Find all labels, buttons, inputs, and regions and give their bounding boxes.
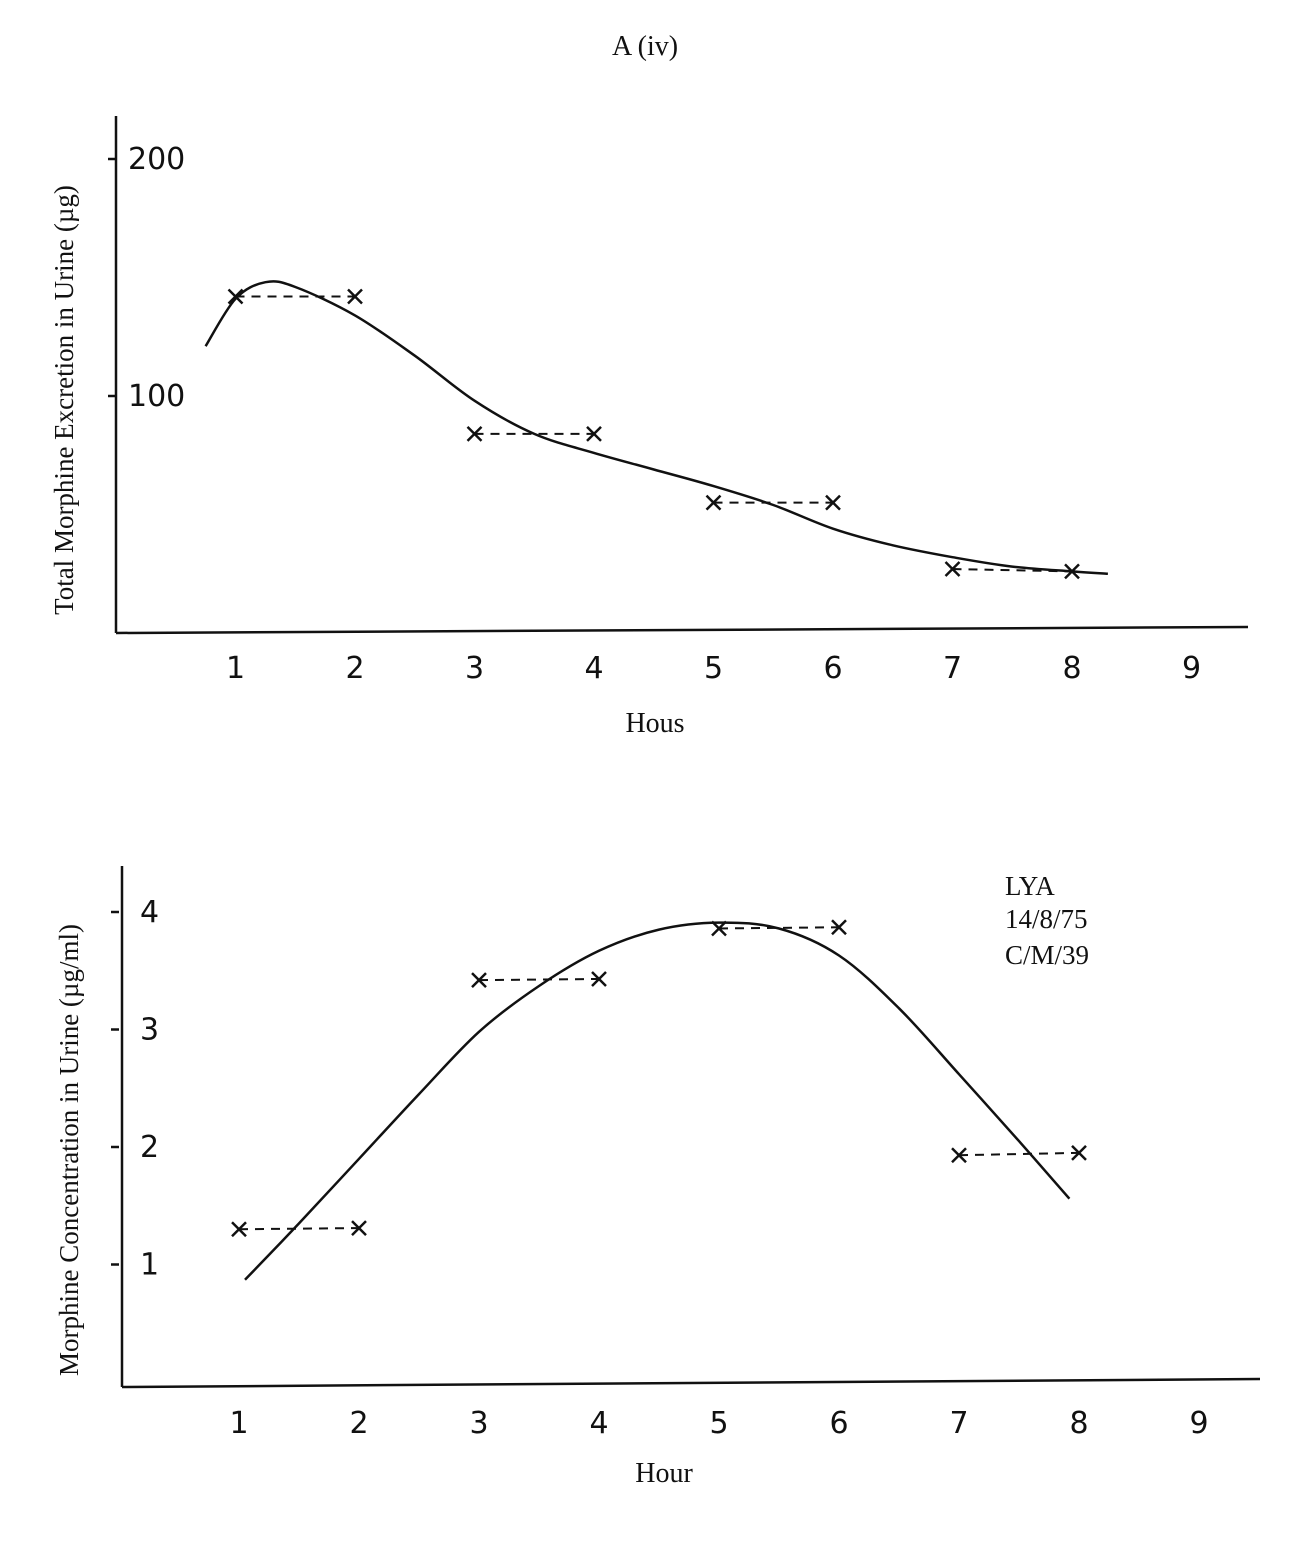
chart-title: A (iv) bbox=[612, 31, 678, 62]
annotation-line: C/M/39 bbox=[1005, 940, 1089, 970]
y-tick-label: 200 bbox=[128, 142, 185, 177]
data-point-x-marker bbox=[951, 1147, 967, 1164]
x-axis-label: Hour bbox=[635, 1458, 693, 1489]
x-tick-label: 1 bbox=[229, 1406, 248, 1441]
x-tick-label: 7 bbox=[949, 1406, 968, 1441]
x-tick-labels: 1 2 3 4 5 6 7 8 9 bbox=[226, 651, 1201, 686]
fitted-curve bbox=[244, 921, 1071, 1281]
x-axis-line bbox=[115, 625, 1249, 635]
data-point-x-marker bbox=[831, 919, 847, 936]
data-point-x-marker bbox=[471, 972, 487, 989]
data-point-x-marker bbox=[705, 494, 722, 511]
annotation-line: 14/8/75 bbox=[1005, 904, 1088, 934]
fitted-curve bbox=[204, 280, 1108, 576]
x-tick-label: 4 bbox=[584, 651, 603, 686]
y-tick-labels: 1 2 3 4 bbox=[111, 895, 159, 1283]
x-axis-label: Hous bbox=[625, 708, 684, 739]
x-tick-label: 6 bbox=[823, 651, 842, 686]
interval-dash-line bbox=[478, 977, 600, 982]
interval-segments bbox=[227, 288, 1080, 580]
data-point-x-marker bbox=[466, 426, 483, 442]
data-point-x-marker bbox=[944, 561, 961, 577]
x-tick-label: 2 bbox=[349, 1406, 368, 1441]
x-axis-line bbox=[121, 1377, 1261, 1389]
x-tick-label: 9 bbox=[1189, 1406, 1208, 1441]
x-tick-label: 6 bbox=[829, 1406, 848, 1441]
y-axis-label: Total Morphine Excretion in Urine (µg) bbox=[49, 185, 79, 615]
data-point-x-marker bbox=[351, 1220, 367, 1236]
interval-dash-line bbox=[958, 1151, 1080, 1157]
interval-dash-line bbox=[238, 1227, 360, 1231]
y-tick-label: 3 bbox=[140, 1013, 159, 1048]
data-point-x-marker bbox=[347, 288, 363, 305]
x-tick-label: 5 bbox=[709, 1406, 728, 1441]
x-tick-label: 8 bbox=[1069, 1406, 1088, 1441]
y-tick-labels: 100 200 bbox=[108, 142, 185, 414]
data-point-x-marker bbox=[231, 1221, 247, 1238]
data-point-x-marker bbox=[825, 494, 841, 511]
y-axis-label: Morphine Concentration in Urine (µg/ml) bbox=[54, 924, 84, 1376]
x-tick-labels: 1 2 3 4 5 6 7 8 9 bbox=[229, 1406, 1208, 1441]
x-tick-label: 1 bbox=[226, 651, 245, 686]
chart-top: A (iv) 1 2 3 4 5 6 7 8 9 100 200 Hous Total Morph… bbox=[49, 31, 1249, 739]
y-tick-label: 1 bbox=[140, 1248, 159, 1283]
interval-dash-line bbox=[718, 926, 840, 930]
annotation-block: LYA 14/8/75 C/M/39 bbox=[1005, 871, 1089, 970]
data-point-x-marker bbox=[227, 288, 244, 305]
interval-segments bbox=[231, 919, 1087, 1238]
chart-bottom: 1 2 3 4 5 6 7 8 9 1 2 3 4 Hour Morphine Concentrati… bbox=[54, 866, 1261, 1489]
annotation-line: LYA bbox=[1005, 871, 1055, 901]
x-tick-label: 8 bbox=[1062, 651, 1081, 686]
x-tick-label: 3 bbox=[469, 1406, 488, 1441]
y-tick-label: 4 bbox=[140, 895, 159, 930]
y-tick-label: 2 bbox=[140, 1130, 159, 1165]
x-tick-label: 2 bbox=[345, 651, 364, 686]
x-tick-label: 4 bbox=[589, 1406, 608, 1441]
x-tick-label: 3 bbox=[465, 651, 484, 686]
y-tick-label: 100 bbox=[128, 379, 185, 414]
data-point-x-marker bbox=[1071, 1144, 1087, 1161]
x-tick-label: 5 bbox=[704, 651, 723, 686]
x-tick-label: 7 bbox=[943, 651, 962, 686]
x-tick-label: 9 bbox=[1182, 651, 1201, 686]
data-point-x-marker bbox=[591, 971, 607, 987]
data-point-x-marker bbox=[586, 426, 602, 442]
